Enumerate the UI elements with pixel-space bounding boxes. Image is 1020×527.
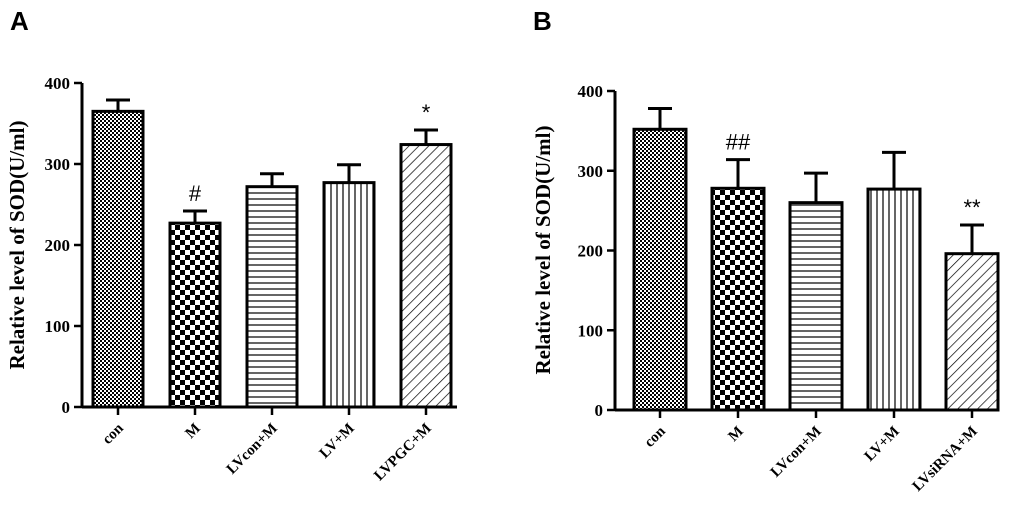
significance-label: ## — [726, 130, 751, 155]
x-tick-label: LVcon+M — [768, 424, 825, 481]
panel-b: B Relative level of SOD(U/ml) 0 100 200 300… — [531, 6, 1000, 495]
y-axis-label: Relative level of SOD(U/ml) — [5, 120, 29, 369]
bar-lv-m — [866, 187, 922, 412]
x-tick-label: M — [725, 424, 746, 445]
x-tick-label: M — [182, 421, 203, 442]
bar-con — [91, 109, 145, 409]
y-tick-label: 100 — [45, 317, 71, 336]
bar-lvcon-m — [245, 185, 299, 409]
significance-label: ** — [963, 195, 981, 220]
bar-m — [710, 186, 766, 412]
y-tick-label: 100 — [578, 321, 604, 340]
x-tick-label: LV+M — [317, 421, 358, 462]
y-tick-label: 0 — [595, 401, 604, 420]
bar-lv-m — [322, 181, 376, 409]
bar-lvcon-m — [788, 201, 844, 412]
x-tick-label: LVPGC+M — [371, 421, 435, 485]
y-tick-label: 200 — [578, 242, 604, 261]
bar-lvpgc-m — [399, 143, 453, 409]
bar-lvsirna-m — [944, 252, 1000, 412]
panel-a: A Relative level of SOD(U/ml) 0 100 200 300… — [5, 6, 457, 484]
x-tick-label: con — [100, 420, 128, 448]
panel-letter: A — [10, 6, 29, 36]
x-tick-label: LVsiRNA+M — [910, 424, 981, 495]
panel-letter: B — [533, 6, 552, 36]
bar-m — [168, 221, 222, 409]
y-tick-label: 300 — [45, 155, 71, 174]
y-tick-label: 0 — [62, 398, 71, 417]
significance-label: * — [422, 100, 431, 125]
y-axis-label: Relative level of SOD(U/ml) — [531, 125, 555, 374]
bar-con — [632, 127, 688, 412]
x-tick-label: con — [642, 423, 670, 451]
significance-label: # — [189, 181, 202, 206]
y-tick-label: 300 — [578, 162, 604, 181]
x-tick-label: LVcon+M — [224, 421, 281, 478]
y-tick-label: 400 — [45, 74, 71, 93]
y-tick-label: 200 — [45, 236, 71, 255]
y-tick-label: 400 — [578, 82, 604, 101]
x-tick-label: LV+M — [862, 424, 903, 465]
